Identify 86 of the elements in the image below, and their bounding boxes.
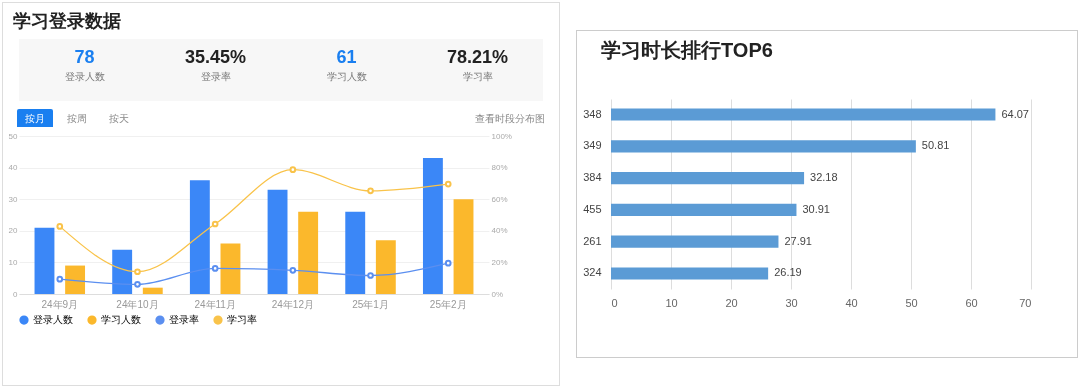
y-tick-label: 40 xyxy=(8,163,19,173)
bar xyxy=(611,203,797,216)
data-label: 64.07 xyxy=(1001,107,1029,120)
x-tick-label: 40 xyxy=(845,296,858,309)
x-tick-label: 24年11月 xyxy=(194,298,236,310)
text: 61 xyxy=(335,47,358,68)
text: 35.45% xyxy=(183,47,248,68)
legend-label: 学习率 xyxy=(227,314,257,326)
bar xyxy=(611,172,805,185)
bar xyxy=(267,189,288,294)
x-tick-label: 50 xyxy=(905,296,918,309)
legend-label: 学习人数 xyxy=(101,314,141,326)
legend-label: 登录率 xyxy=(169,314,199,326)
text: 学习登录数据 xyxy=(13,10,122,33)
bar xyxy=(611,140,916,153)
bar xyxy=(34,227,55,294)
data-label: 50.81 xyxy=(921,139,950,152)
y-tick-label: 0 xyxy=(13,289,19,299)
text: 按月 xyxy=(17,109,53,129)
y-tick-label: 261 xyxy=(583,234,602,247)
data-label: 26.19 xyxy=(774,266,802,279)
text: 按天 xyxy=(108,112,130,126)
bar xyxy=(611,267,769,280)
text: 78.21% xyxy=(445,47,510,68)
bar xyxy=(375,240,396,294)
point xyxy=(367,187,374,195)
point xyxy=(211,220,219,228)
text: 学习率 xyxy=(461,70,494,84)
point xyxy=(367,272,374,279)
point xyxy=(289,266,297,274)
y-tick-label: 455 xyxy=(583,202,602,215)
bar xyxy=(189,180,210,294)
bar xyxy=(142,287,163,294)
text: 登录人数 xyxy=(63,70,106,84)
point xyxy=(444,180,452,188)
y-tick-label: 348 xyxy=(583,107,602,120)
bar xyxy=(611,108,996,121)
x-tick-label: 70 xyxy=(1019,296,1032,309)
x-tick-label: 30 xyxy=(785,296,798,309)
y-tick-label: 20 xyxy=(8,226,19,236)
point xyxy=(56,275,64,283)
bar xyxy=(345,211,366,294)
legend-label: 登录人数 xyxy=(33,314,73,326)
y-tick-label: 324 xyxy=(583,266,602,279)
text: 学习人数 xyxy=(325,70,368,84)
chart-title: 学习时长排行TOP6 xyxy=(601,38,774,63)
y-tick-label: 50 xyxy=(8,131,19,141)
bar xyxy=(422,158,443,294)
x-tick-label: 60 xyxy=(965,296,978,309)
bar xyxy=(112,249,133,294)
text: 查看时段分布图 xyxy=(475,112,545,126)
bar xyxy=(220,243,241,294)
point xyxy=(289,166,297,173)
data-label: 30.91 xyxy=(802,202,830,215)
y2-tick-label: 100% xyxy=(491,131,512,141)
y2-tick-label: 40% xyxy=(491,226,508,236)
x-tick-label: 0 xyxy=(611,296,618,309)
point xyxy=(56,223,64,230)
y-tick-label: 10 xyxy=(8,257,19,267)
data-label: 32.18 xyxy=(810,171,838,184)
bar xyxy=(611,235,779,248)
text: 登录率 xyxy=(199,70,232,84)
x-tick-label: 24年10月 xyxy=(116,298,159,310)
bar xyxy=(65,265,86,294)
y-tick-label: 384 xyxy=(583,171,602,184)
point xyxy=(211,265,219,272)
y2-tick-label: 80% xyxy=(491,163,508,173)
point xyxy=(134,281,141,288)
y-tick-label: 30 xyxy=(8,194,19,204)
point xyxy=(444,259,452,267)
text: 78 xyxy=(73,47,96,68)
x-tick-label: 20 xyxy=(725,296,738,309)
y2-tick-label: 60% xyxy=(491,194,508,204)
bar xyxy=(298,211,319,294)
bar xyxy=(453,199,474,294)
text: 按周 xyxy=(66,112,88,126)
x-tick-label: 25年1月 xyxy=(352,298,389,310)
y2-tick-label: 20% xyxy=(491,257,508,267)
data-label: 27.91 xyxy=(784,234,812,247)
y-tick-label: 349 xyxy=(583,139,602,152)
x-tick-label: 25年2月 xyxy=(429,298,467,310)
y2-tick-label: 0% xyxy=(491,289,504,299)
x-tick-label: 24年12月 xyxy=(271,298,314,310)
x-tick-label: 10 xyxy=(665,296,678,309)
x-tick-label: 24年9月 xyxy=(41,298,79,310)
point xyxy=(134,268,141,276)
